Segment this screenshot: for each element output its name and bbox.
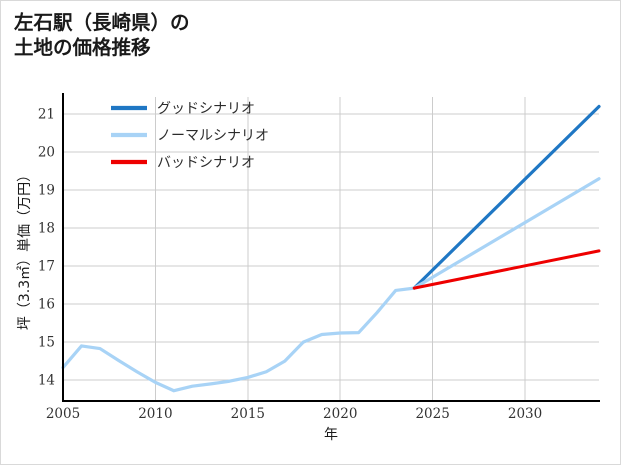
x-tick-label: 2025 [415,406,449,422]
x-axis-title: 年 [324,427,338,443]
x-tick-label: 2005 [46,406,80,422]
legend-label-1: グッドシナリオ [157,101,255,117]
axis-titles: 年 坪（3.3㎡）単価（万円） [17,168,338,443]
x-tick-label: 2020 [323,406,357,422]
series-line-3 [412,249,601,290]
x-tick-label: 2015 [231,406,265,422]
series-line-1 [412,104,601,290]
y-tick-label: 16 [38,297,55,313]
axes [61,93,600,403]
page-title: 左石駅（長崎県）の 土地の価格推移 [14,11,190,59]
y-tick-label: 14 [38,373,55,389]
legend-label-2: ノーマルシナリオ [157,128,269,144]
x-tick-label: 2030 [508,406,542,422]
series-line-2 [61,177,601,393]
legend-label-3: バッドシナリオ [157,155,255,171]
tick-labels: 14 15 16 17 18 19 20 21 2005 2010 2015 2020 2025 2030 [38,107,542,422]
y-tick-label: 19 [38,183,55,199]
y-tick-label: 15 [38,335,55,351]
series-group [61,104,601,393]
x-tick-label: 2010 [138,406,172,422]
y-tick-label: 20 [38,145,55,161]
y-tick-label: 21 [38,107,55,123]
y-axis-title: 坪（3.3㎡）単価（万円） [17,168,33,330]
y-tick-label: 17 [38,259,55,275]
y-tick-label: 18 [38,221,55,237]
gridlines [63,97,599,401]
